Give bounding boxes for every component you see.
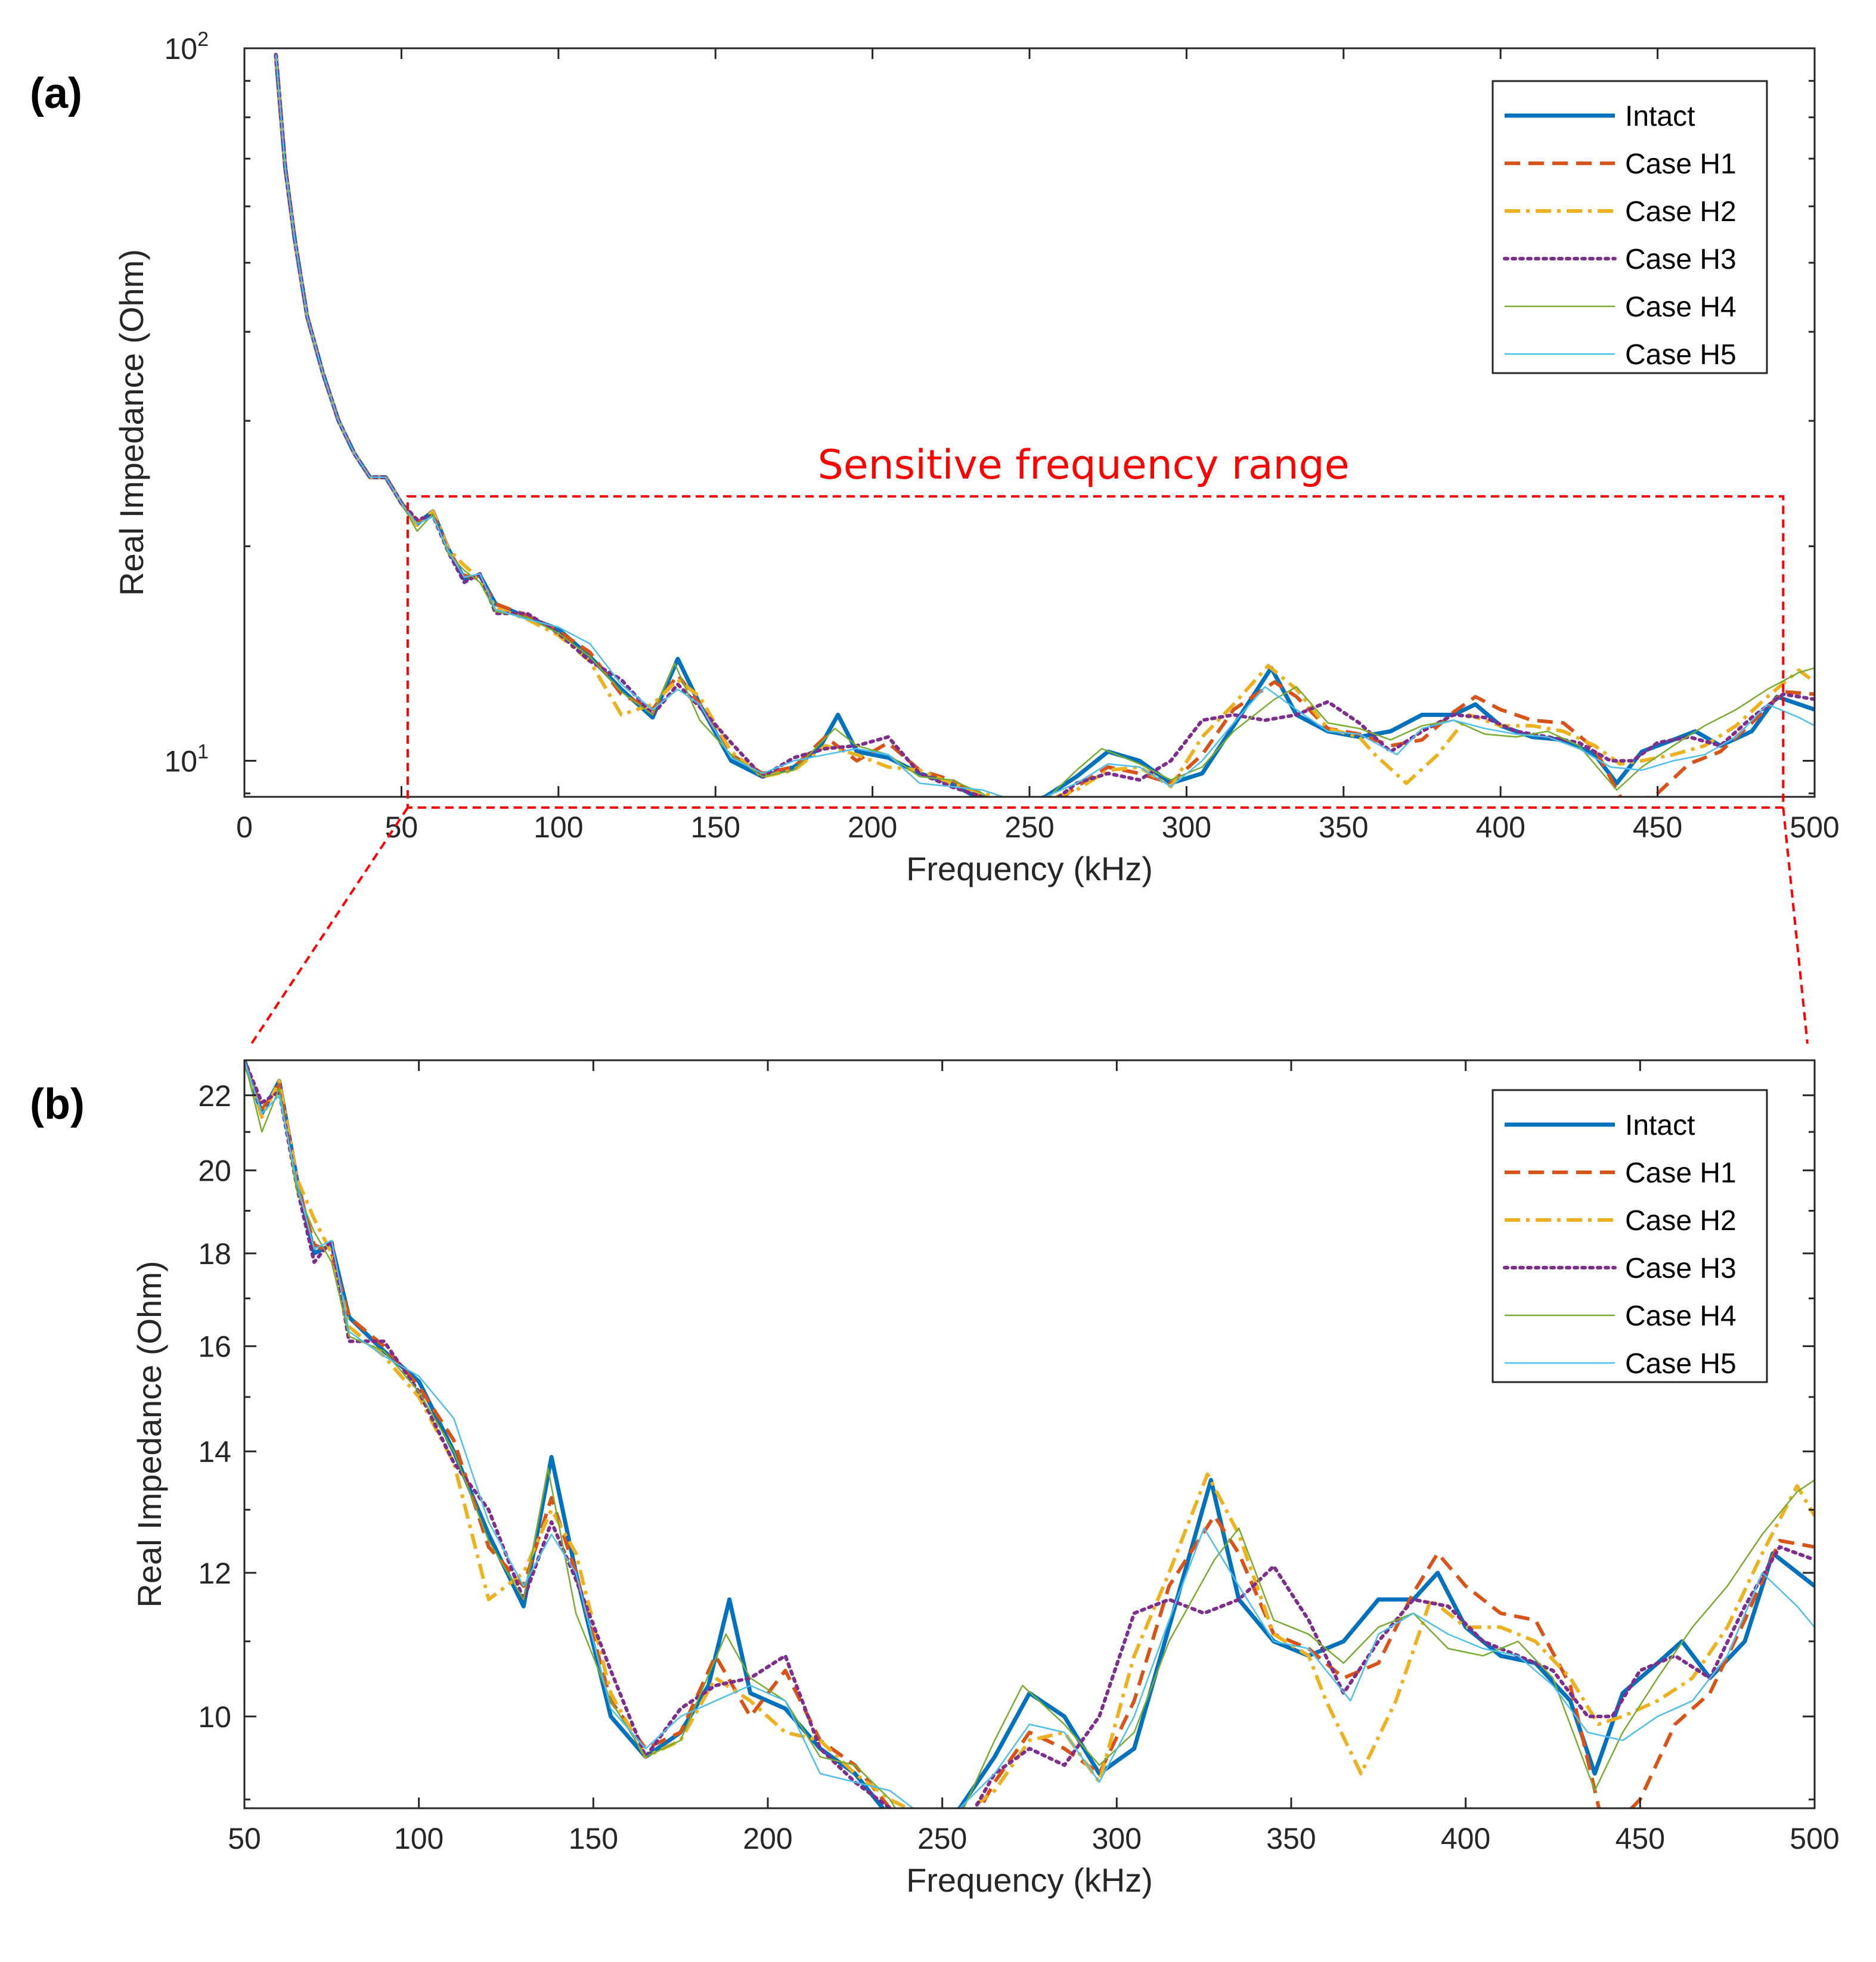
y-tick-label-base: 10 (164, 744, 197, 778)
x-tick-label: 150 (690, 811, 740, 844)
series-line-case-h3 (244, 1060, 1815, 1808)
legend-entry-label: Case H3 (1625, 1253, 1737, 1284)
y-tick-label: 12 (198, 1557, 231, 1590)
legend-entry-label: Intact (1625, 101, 1695, 132)
zoom-connector-left (250, 806, 409, 1045)
legend-entry-label: Case H1 (1625, 1157, 1737, 1189)
legend-entry-label: Case H3 (1625, 244, 1737, 275)
x-tick-label: 400 (1475, 811, 1525, 844)
panel-b: 50 100 150 200 250 300 350 400 450 500 10 12 14 16 18 2… (30, 1059, 1840, 1899)
sensitive-range-label: Sensitive frequency range (818, 442, 1350, 489)
legend-box (1492, 1089, 1768, 1383)
x-tick-label: 300 (1162, 811, 1211, 844)
series-line-case-h4 (244, 1060, 1815, 1808)
legend-entry-label: Case H1 (1625, 148, 1737, 180)
axes-frame (243, 1059, 1816, 1809)
x-tick-label: 100 (394, 1822, 444, 1855)
legend-entry-label: Intact (1625, 1110, 1695, 1141)
series-line-case-h3 (274, 52, 1815, 797)
legend-entry-label: Case H5 (1625, 1348, 1737, 1380)
x-tick-label: 450 (1615, 1822, 1665, 1855)
y-tick-label-exponent: 2 (197, 28, 209, 51)
series-line-case-h5 (275, 54, 1815, 797)
x-tick-label: 250 (917, 1822, 967, 1855)
y-tick-label-exponent: 1 (197, 740, 209, 763)
legend-entry-label: Case H2 (1625, 1205, 1737, 1237)
legend-entry-label: Case H4 (1625, 291, 1737, 323)
zoom-connector-right (1782, 807, 1809, 1044)
x-tick-label: 100 (534, 811, 583, 844)
x-tick-label: 300 (1092, 1822, 1142, 1855)
y-tick-label: 18 (198, 1237, 231, 1271)
y-tick-label: 14 (198, 1435, 231, 1469)
x-tick-label: 250 (1004, 811, 1054, 844)
legend-box (1492, 80, 1768, 374)
x-tick-label: 400 (1441, 1822, 1490, 1855)
y-tick-label: 20 (198, 1154, 231, 1188)
legend: Intact Case H1 Case H2 Case H3 Case H4 Case H… (1492, 1089, 1768, 1383)
x-tick-label: 50 (385, 811, 418, 844)
series-line-case-h5 (244, 1060, 1815, 1808)
panel-label: (b) (30, 1081, 85, 1128)
y-axis-label: Real Impedance (Ohm) (131, 1261, 168, 1607)
y-axis-label: Real Impedance (Ohm) (113, 249, 150, 596)
y-tick-label-base: 10 (164, 32, 197, 66)
y-tick-label: 10 (198, 1700, 231, 1734)
legend-entry-label: Case H2 (1625, 196, 1737, 228)
x-tick-label: 200 (743, 1822, 792, 1855)
x-tick-label: 200 (848, 811, 897, 844)
x-axis-label: Frequency (kHz) (906, 850, 1153, 887)
x-axis-label: Frequency (kHz) (906, 1861, 1153, 1899)
x-tick-label: 350 (1266, 1822, 1316, 1855)
y-tick-label: 22 (198, 1079, 231, 1113)
series-group (244, 1060, 1815, 1808)
panel-a: 0 50 100 150 200 250 300 350 400 450 500101102Freq… (30, 28, 1840, 887)
zoom-connector-lines (250, 806, 1809, 1045)
series-line-case-h2 (244, 1060, 1815, 1808)
x-tick-label: 350 (1319, 811, 1368, 844)
x-tick-label: 450 (1633, 811, 1682, 844)
x-tick-label: 500 (1790, 1822, 1839, 1855)
x-tick-label: 150 (569, 1822, 618, 1855)
x-tick-label: 0 (236, 811, 253, 844)
y-tick-label: 16 (198, 1330, 231, 1364)
series-group (274, 52, 1815, 797)
legend: Intact Case H1 Case H2 Case H3 Case H4 Case H… (1492, 80, 1768, 374)
x-tick-label: 500 (1790, 811, 1839, 844)
legend-entry-label: Case H5 (1625, 339, 1737, 371)
panel-label: (a) (30, 70, 82, 117)
legend-entry-label: Case H4 (1625, 1300, 1737, 1332)
y-tick-label: 101 (164, 740, 209, 778)
x-tick-label: 50 (228, 1822, 261, 1855)
sensitive-range-box (406, 495, 1785, 809)
y-tick-label: 102 (164, 28, 209, 66)
